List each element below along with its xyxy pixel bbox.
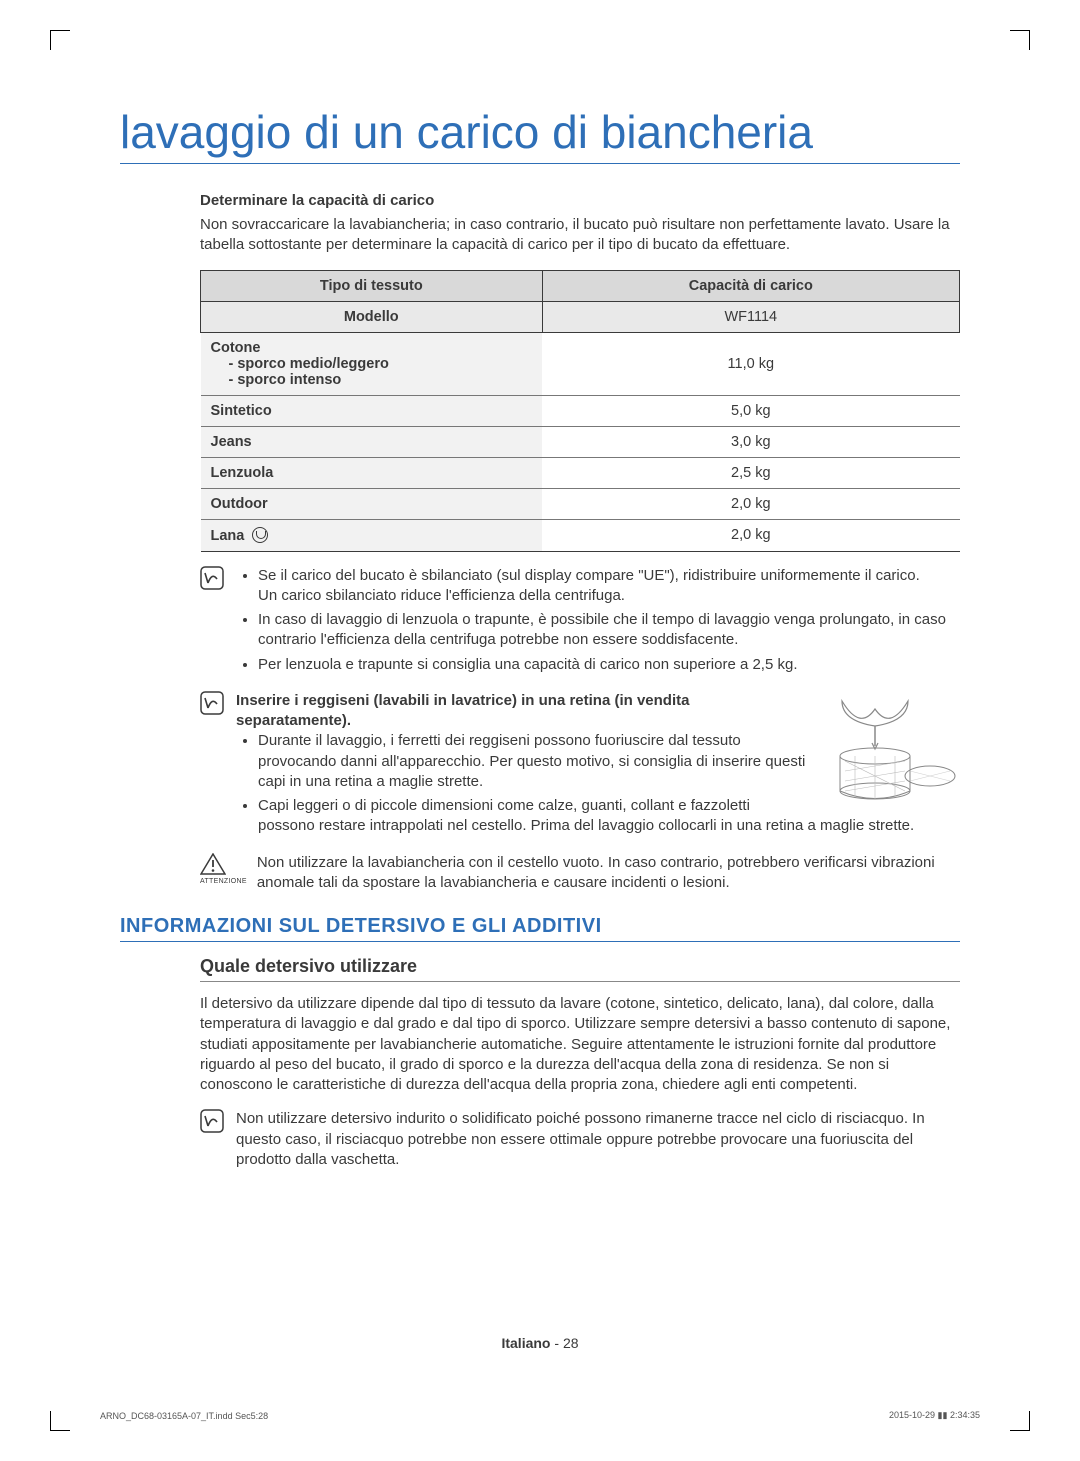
- crop-mark: [1010, 1411, 1030, 1431]
- row-value: 3,0 kg: [542, 426, 959, 457]
- section-body: Quale detersivo utilizzare Il detersivo …: [120, 956, 960, 1170]
- note-block: Non utilizzare detersivo indurito o soli…: [200, 1109, 960, 1170]
- th-model-value: WF1114: [542, 301, 959, 332]
- page-content: lavaggio di un carico di biancheria Dete…: [120, 105, 960, 1182]
- capacity-intro: Non sovraccaricare la lavabiancheria; in…: [200, 215, 960, 256]
- crop-mark: [50, 30, 70, 50]
- row-label: Outdoor: [201, 488, 543, 519]
- caution-text: Non utilizzare la lavabiancheria con il …: [257, 853, 960, 894]
- row-label-text: Lana: [211, 528, 245, 544]
- subsection-title: Quale detersivo utilizzare: [200, 956, 960, 982]
- row-label: Jeans: [201, 426, 543, 457]
- footer-meta-right: 2015-10-29 ▮▮ 2:34:35: [889, 1410, 980, 1421]
- row-value: 2,0 kg: [542, 519, 959, 551]
- note-bullet: Se il carico del bucato è sbilanciato (s…: [258, 566, 960, 607]
- th-fabric: Tipo di tessuto: [201, 270, 543, 301]
- bra-net-figure: [820, 691, 960, 811]
- note-icon: [200, 691, 226, 841]
- note-icon: [200, 1109, 226, 1170]
- row-label: Cotone - sporco medio/leggero - sporco i…: [201, 332, 543, 395]
- page-title: lavaggio di un carico di biancheria: [120, 105, 960, 164]
- crop-mark: [1010, 30, 1030, 50]
- note-body: Se il carico del bucato è sbilanciato (s…: [236, 566, 960, 679]
- row-value: 11,0 kg: [542, 332, 959, 395]
- note-block: Inserire i reggiseni (lavabili in lavatr…: [200, 691, 960, 841]
- footer-lang: Italiano: [501, 1335, 550, 1351]
- note-bullet: Per lenzuola e trapunte si consiglia una…: [258, 655, 960, 675]
- caution-block: ATTENZIONE Non utilizzare la lavabianche…: [200, 853, 960, 894]
- wool-icon: [252, 527, 268, 543]
- footer-page: 28: [563, 1335, 579, 1351]
- row-value: 2,5 kg: [542, 457, 959, 488]
- th-capacity: Capacità di carico: [542, 270, 959, 301]
- capacity-table: Tipo di tessuto Capacità di carico Model…: [200, 270, 960, 552]
- section-paragraph: Il detersivo da utilizzare dipende dal t…: [200, 994, 960, 1095]
- footer-meta-left: ARNO_DC68-03165A-07_IT.indd Sec5:28: [100, 1411, 268, 1421]
- row-sublabel: - sporco intenso: [211, 372, 533, 388]
- note-bullet: In caso di lavaggio di lenzuola o trapun…: [258, 610, 960, 651]
- note-block: Se il carico del bucato è sbilanciato (s…: [200, 566, 960, 679]
- capacity-heading: Determinare la capacità di carico: [200, 192, 960, 209]
- caution-icon: ATTENZIONE: [200, 853, 247, 894]
- content-body: Determinare la capacità di carico Non so…: [120, 192, 960, 893]
- th-model: Modello: [201, 301, 543, 332]
- row-label: Sintetico: [201, 395, 543, 426]
- note-text: Non utilizzare detersivo indurito o soli…: [236, 1109, 960, 1170]
- page-footer: Italiano - 28: [0, 1335, 1080, 1351]
- row-label: Lana: [201, 519, 543, 551]
- note-icon: [200, 566, 226, 679]
- note-bullet-text: Se il carico del bucato è sbilanciato (s…: [258, 567, 920, 604]
- caution-label: ATTENZIONE: [200, 878, 247, 885]
- note-body: Inserire i reggiseni (lavabili in lavatr…: [236, 691, 960, 841]
- section-title: INFORMAZIONI SUL DETERSIVO E GLI ADDITIV…: [120, 915, 960, 942]
- row-value: 5,0 kg: [542, 395, 959, 426]
- row-sublabel: - sporco medio/leggero: [211, 356, 533, 372]
- footer-sep: -: [550, 1335, 562, 1351]
- crop-mark: [50, 1411, 70, 1431]
- row-label: Lenzuola: [201, 457, 543, 488]
- row-value: 2,0 kg: [542, 488, 959, 519]
- row-label-text: Cotone: [211, 340, 261, 356]
